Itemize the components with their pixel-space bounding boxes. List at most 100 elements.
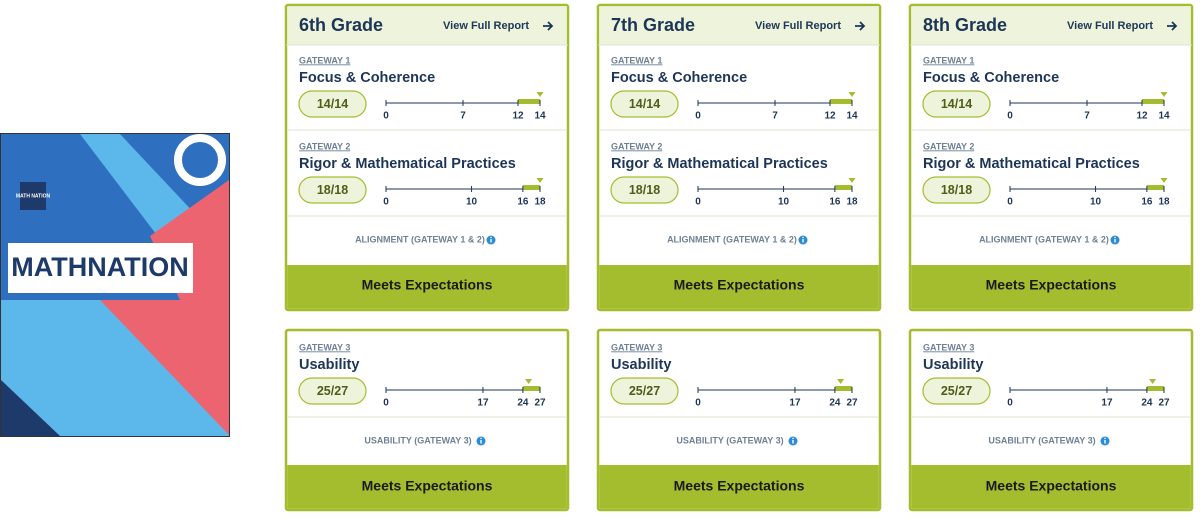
card (908, 3, 1194, 312)
gauge-tick-label: 10 (778, 197, 790, 208)
score-pill (922, 176, 991, 204)
logo-box (20, 182, 46, 210)
gateway-label: GATEWAY 1 (299, 55, 350, 65)
cover-border (0, 133, 230, 437)
gauge-tick-label: 10 (1090, 197, 1102, 208)
usability-note: USABILITY (GATEWAY 3) (364, 435, 471, 445)
info-icon-dot (792, 437, 794, 440)
gauge-tick-label: 17 (789, 398, 801, 409)
arrow-icon (855, 21, 866, 31)
report-link[interactable]: View Full Report (755, 20, 841, 32)
gauge-tick-label: 16 (517, 197, 529, 208)
gauge-tick-label: 16 (829, 197, 841, 208)
arrow-icon (1167, 21, 1178, 31)
rating-band (911, 465, 1191, 509)
grade-title: 7th Grade (611, 15, 695, 35)
gauge-tick-label: 18 (1158, 197, 1170, 208)
gauge-tick-label: 0 (383, 197, 389, 208)
gauge-tick-label: 0 (383, 398, 389, 409)
info-icon-dot (1114, 236, 1116, 239)
book-cover: MATH NATION MATHNATION (1, 134, 229, 436)
gateway-name: Rigor & Mathematical Practices (923, 156, 1140, 172)
gateway-name: Rigor & Mathematical Practices (299, 156, 516, 172)
gauge-tick-label: 18 (534, 197, 546, 208)
gauge-tick-label: 27 (1158, 398, 1170, 409)
report-link[interactable]: View Full Report (1067, 20, 1153, 32)
score-pill (610, 90, 679, 118)
gateway-label: GATEWAY 3 (299, 342, 350, 352)
score-pill (298, 377, 367, 405)
score-marker (1149, 379, 1157, 384)
gauge-tick-label: 7 (772, 111, 778, 122)
gauge-tick-label: 24 (1141, 398, 1153, 409)
alignment-rating: Meets Expectations (986, 277, 1117, 293)
info-icon-dot (802, 236, 804, 239)
rating-band (287, 465, 567, 509)
gauge-tick-label: 12 (512, 111, 524, 122)
gauge-tick-label: 14 (846, 111, 858, 122)
gauge-tick-label: 0 (1007, 111, 1013, 122)
usability-rating: Meets Expectations (986, 478, 1117, 494)
gauge-tick-label: 24 (517, 398, 529, 409)
score-marker (536, 92, 544, 97)
gauge-tick-label: 0 (1007, 398, 1013, 409)
gauge-tick-label: 7 (1084, 111, 1090, 122)
usability-note: USABILITY (GATEWAY 3) (988, 435, 1095, 445)
gauge-tick-label: 7 (460, 111, 466, 122)
gateway-label: GATEWAY 3 (611, 342, 662, 352)
report-link[interactable]: View Full Report (443, 20, 529, 32)
gateway-name: Focus & Coherence (923, 70, 1059, 86)
score-pill (610, 176, 679, 204)
gateway-label: GATEWAY 2 (299, 141, 350, 151)
alignment-note: ALIGNMENT (GATEWAY 1 & 2) (979, 234, 1109, 244)
score: 25/27 (317, 384, 348, 398)
gateway-name: Focus & Coherence (299, 70, 435, 86)
gauge-tick-label: 0 (1007, 197, 1013, 208)
gauge-tick-label: 14 (1158, 111, 1170, 122)
score: 18/18 (317, 183, 348, 197)
score-marker (837, 379, 845, 384)
gauge-tick-label: 16 (1141, 197, 1153, 208)
gauge-tick-label: 0 (695, 398, 701, 409)
score-marker (848, 92, 856, 97)
card-header (599, 6, 879, 45)
card (596, 3, 882, 312)
meets-range (834, 185, 852, 190)
score-pill (922, 90, 991, 118)
gateway-name: Rigor & Mathematical Practices (611, 156, 828, 172)
score: 25/27 (629, 384, 660, 398)
alignment-rating: Meets Expectations (362, 277, 493, 293)
score: 18/18 (941, 183, 972, 197)
cover-title: MATHNATION (11, 252, 188, 282)
score: 18/18 (629, 183, 660, 197)
gauge-tick-label: 12 (824, 111, 836, 122)
ring (174, 134, 226, 186)
alignment-note: ALIGNMENT (GATEWAY 1 & 2) (355, 234, 485, 244)
grade-title: 6th Grade (299, 15, 383, 35)
gauge-tick-label: 17 (1101, 398, 1113, 409)
gauge-tick-label: 14 (534, 111, 546, 122)
gauge-tick-label: 24 (829, 398, 841, 409)
gauge-tick-label: 17 (477, 398, 489, 409)
score-pill (610, 377, 679, 405)
meets-range (1146, 386, 1164, 391)
gauge-tick-label: 0 (695, 111, 701, 122)
card (284, 3, 570, 312)
rating-band (911, 265, 1191, 309)
gateway-name: Usability (923, 357, 983, 373)
score-marker (525, 379, 533, 384)
score: 25/27 (941, 384, 972, 398)
card-header (287, 6, 567, 45)
score: 14/14 (629, 97, 660, 111)
stripe (1, 300, 229, 436)
score-marker (536, 178, 544, 183)
gateway-label: GATEWAY 1 (611, 55, 662, 65)
gateway-label: GATEWAY 2 (611, 141, 662, 151)
meets-range (1146, 185, 1164, 190)
score-marker (848, 178, 856, 183)
meets-range (830, 99, 852, 104)
meets-range (1142, 99, 1164, 104)
rating-band (287, 265, 567, 309)
